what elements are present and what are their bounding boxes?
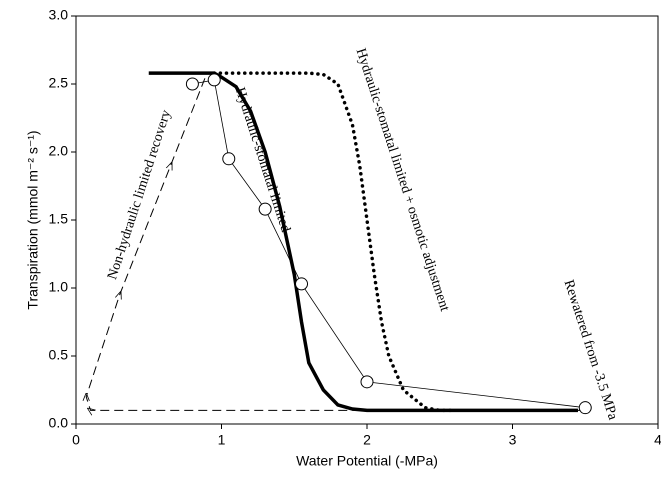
y-tick-label: 0.5 [49,347,69,363]
y-tick-label: 2.5 [49,75,69,91]
y-tick-label: 1.0 [49,279,69,295]
data-point [295,277,309,291]
data-point [207,73,221,87]
y-tick-label: 1.5 [49,211,69,227]
data-point [185,77,199,91]
y-tick-label: 3.0 [49,7,69,23]
x-axis-label: Water Potential (-MPa) [296,453,438,469]
data-point [222,152,236,166]
x-tick-label: 2 [363,432,371,448]
x-tick-label: 4 [654,432,661,448]
y-tick-label: 0.0 [49,415,69,431]
x-tick-label: 1 [218,432,226,448]
series-annotation: Non-hydraulic limited recovery [105,108,174,281]
y-axis-label: Transpiration (mmol m⁻² s⁻¹) [25,130,41,309]
series-line [148,71,578,413]
data-point [360,375,374,389]
series-annotation: Rewatered from -3.5 MPa [561,278,621,422]
data-point [258,202,272,216]
y-tick-label: 2.0 [49,143,69,159]
x-tick-label: 3 [509,432,517,448]
x-tick-label: 0 [72,432,80,448]
series-line [86,72,586,410]
data-point [578,401,592,415]
series-annotation: Hydraulic-stomatal limited + osmotic adj… [353,47,452,314]
